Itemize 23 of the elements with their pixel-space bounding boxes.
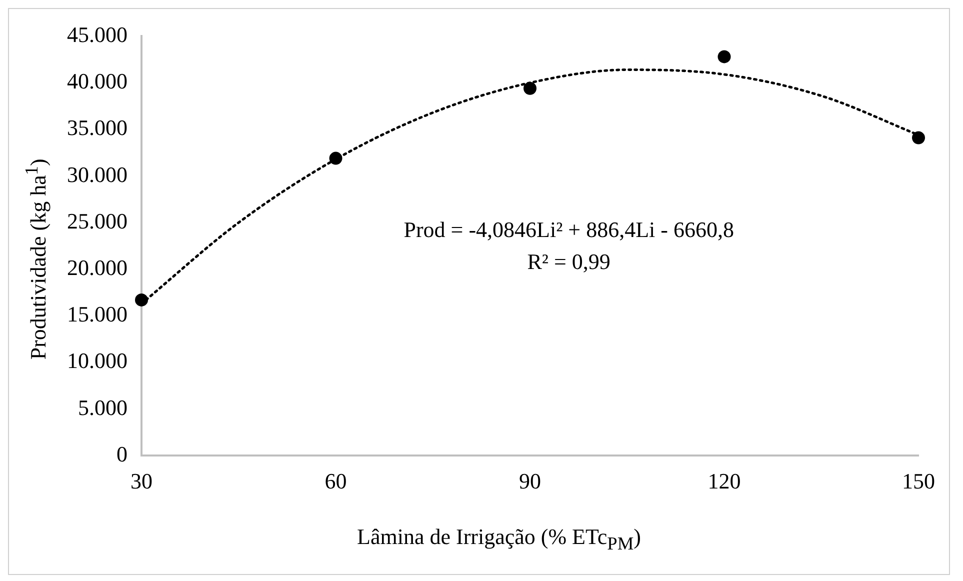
point xyxy=(329,152,342,165)
y-tick-label: 10.000 xyxy=(67,348,128,374)
y-tick-label: 15.000 xyxy=(67,302,128,327)
y-tick-label: 0 xyxy=(116,441,128,466)
x-tick-label: 150 xyxy=(902,468,935,494)
point xyxy=(524,82,536,95)
y-tick-label: 40.000 xyxy=(67,68,128,94)
point xyxy=(718,50,731,64)
y-tick-label: 35.000 xyxy=(67,115,128,140)
x-tick-label: 60 xyxy=(324,468,347,494)
x-tick-label: 120 xyxy=(708,468,741,494)
x-tick-label: 90 xyxy=(519,468,541,494)
y-tick-label: 45.000 xyxy=(67,22,128,47)
y-tick-label: 30.000 xyxy=(67,162,128,187)
point xyxy=(135,293,148,306)
y-tick-label: 20.000 xyxy=(67,254,128,280)
annotation: Prod = -4,0846Li² + 886,4Li - 6660,8 xyxy=(404,217,734,242)
annotation: R² = 0,99 xyxy=(527,249,610,274)
y-tick-label: 5.000 xyxy=(78,394,128,420)
x-axis-title: Lâmina de Irrigação (% ETc$_{PM}$) xyxy=(356,524,642,554)
y-tick-label: 25.000 xyxy=(67,208,128,234)
point xyxy=(912,131,925,144)
x-tick-label: 30 xyxy=(130,468,152,494)
